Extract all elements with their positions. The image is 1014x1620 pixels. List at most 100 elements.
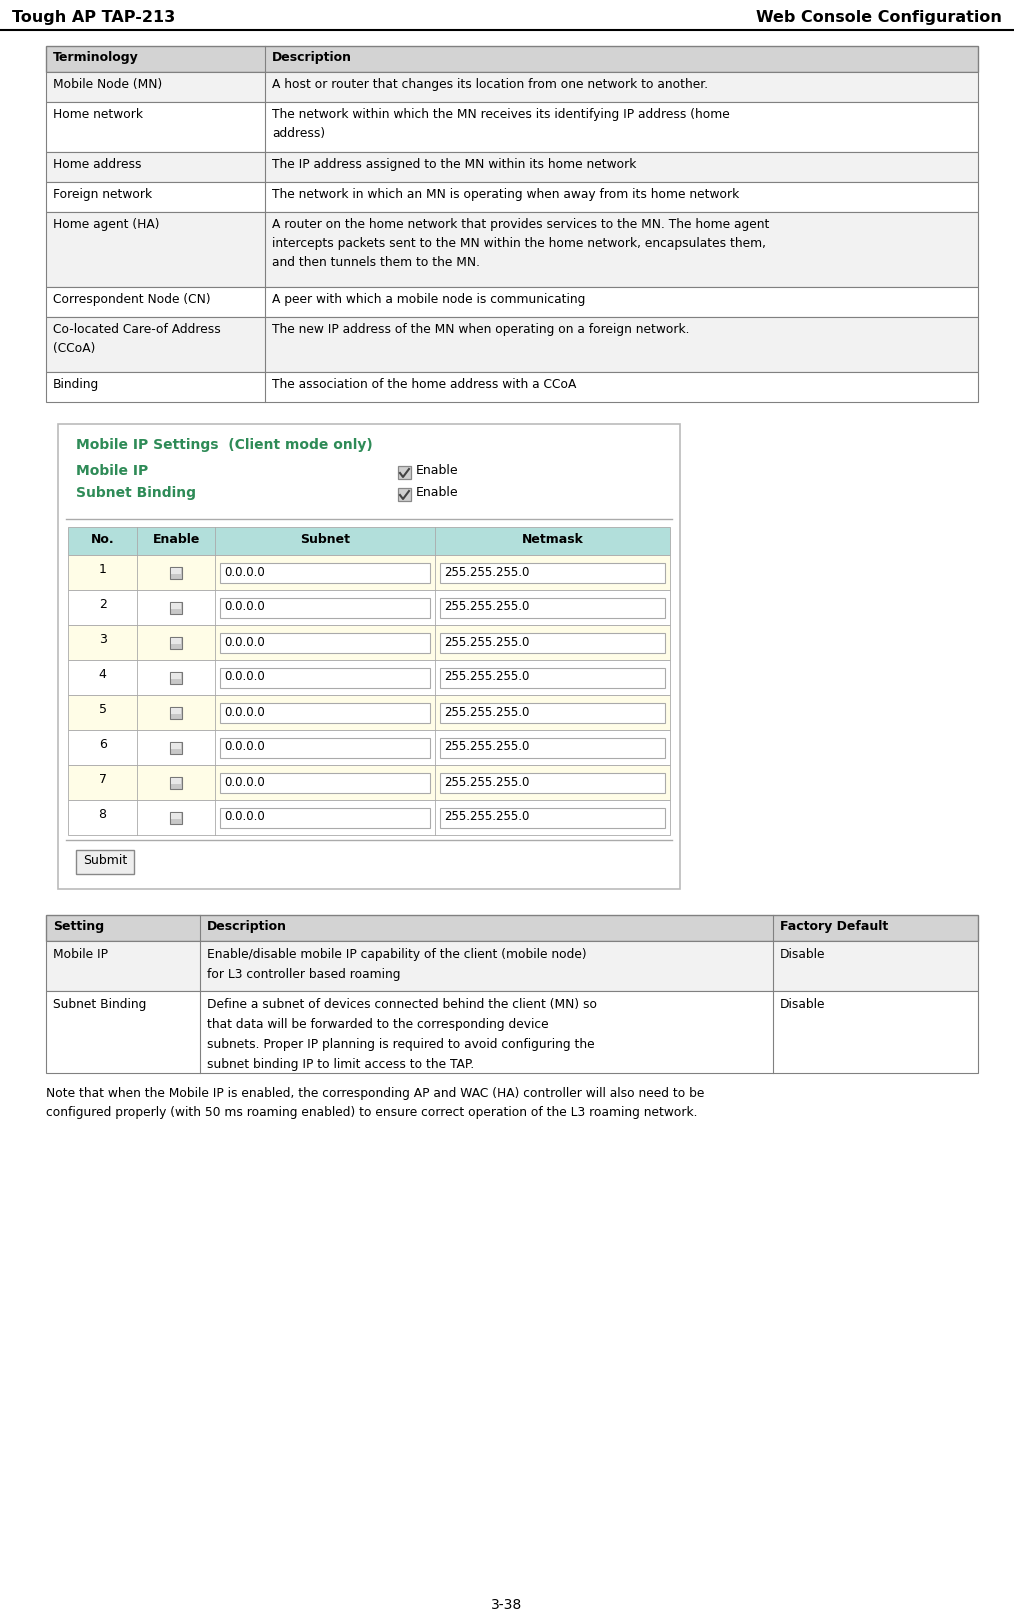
Text: Tough AP TAP-213: Tough AP TAP-213 [12,10,175,24]
Text: Factory Default: Factory Default [780,920,888,933]
Text: Home address: Home address [53,159,142,172]
Text: Description: Description [272,50,352,65]
Bar [220,737,430,758]
Text: 0.0.0.0: 0.0.0.0 [224,705,266,719]
Bar [220,562,430,583]
Bar [170,742,183,753]
Bar [399,467,411,480]
Text: 3-38: 3-38 [492,1597,522,1612]
Text: The association of the home address with a CCoA: The association of the home address with… [272,377,576,390]
Text: Setting: Setting [53,920,104,933]
Bar [171,672,182,679]
Text: 0.0.0.0: 0.0.0.0 [224,565,266,578]
Text: 7: 7 [98,773,106,786]
Bar [46,287,977,318]
Bar [220,703,430,723]
Bar [171,813,182,818]
Bar [220,807,430,828]
Text: Terminology: Terminology [53,50,139,65]
Text: Note that when the Mobile IP is enabled, the corresponding AP and WAC (HA) contr: Note that when the Mobile IP is enabled,… [46,1087,705,1119]
Bar [68,590,670,625]
Bar [170,672,183,684]
Text: Netmask: Netmask [521,533,583,546]
Bar [440,562,665,583]
Text: 255.255.255.0: 255.255.255.0 [444,565,529,578]
Bar [171,638,182,643]
Bar [46,318,977,373]
Bar [171,708,182,713]
Text: Mobile Node (MN): Mobile Node (MN) [53,78,162,91]
Text: The network within which the MN receives its identifying IP address (home
addres: The network within which the MN receives… [272,109,730,139]
Bar [440,773,665,792]
Text: Define a subnet of devices connected behind the client (MN) so
that data will be: Define a subnet of devices connected beh… [207,998,597,1071]
Text: Web Console Configuration: Web Console Configuration [756,10,1002,24]
Text: Foreign network: Foreign network [53,188,152,201]
Text: Home network: Home network [53,109,143,122]
Text: 255.255.255.0: 255.255.255.0 [444,705,529,719]
Bar [220,598,430,617]
Text: 255.255.255.0: 255.255.255.0 [444,776,529,789]
Text: 3: 3 [98,633,106,646]
Bar [68,625,670,659]
Text: 0.0.0.0: 0.0.0.0 [224,740,266,753]
Text: Home agent (HA): Home agent (HA) [53,219,159,232]
Bar [170,567,183,578]
Text: Enable: Enable [416,463,458,476]
Text: The network in which an MN is operating when away from its home network: The network in which an MN is operating … [272,188,739,201]
Bar [440,703,665,723]
Text: Subnet Binding: Subnet Binding [76,486,196,501]
Bar [171,603,182,609]
Bar [68,556,670,590]
Text: Co-located Care-of Address
(CCoA): Co-located Care-of Address (CCoA) [53,322,221,355]
Bar [440,807,665,828]
Bar [171,567,182,573]
Text: A host or router that changes its location from one network to another.: A host or router that changes its locati… [272,78,708,91]
Bar [46,915,977,941]
Text: No.: No. [91,533,115,546]
Bar [440,598,665,617]
Text: Description: Description [207,920,287,933]
Bar [399,488,411,501]
Text: 255.255.255.0: 255.255.255.0 [444,671,529,684]
Bar [68,731,670,765]
Bar [76,850,134,875]
Bar [46,71,977,102]
Bar [46,45,977,71]
Text: 255.255.255.0: 255.255.255.0 [444,740,529,753]
Text: 255.255.255.0: 255.255.255.0 [444,601,529,614]
Bar [68,765,670,800]
Text: Disable: Disable [780,948,825,961]
Text: Mobile IP: Mobile IP [76,463,148,478]
Text: Mobile IP: Mobile IP [53,948,108,961]
Text: 0.0.0.0: 0.0.0.0 [224,810,266,823]
Text: Enable: Enable [153,533,200,546]
Text: 255.255.255.0: 255.255.255.0 [444,810,529,823]
Bar [46,373,977,402]
Bar [68,800,670,834]
Text: Enable/disable mobile IP capability of the client (mobile node)
for L3 controlle: Enable/disable mobile IP capability of t… [207,948,586,982]
Text: Correspondent Node (CN): Correspondent Node (CN) [53,293,211,306]
Text: 4: 4 [98,667,106,680]
Bar [171,778,182,784]
Text: 1: 1 [98,564,106,577]
Text: 0.0.0.0: 0.0.0.0 [224,776,266,789]
Bar [68,526,670,556]
Text: The new IP address of the MN when operating on a foreign network.: The new IP address of the MN when operat… [272,322,690,335]
Bar [46,181,977,212]
Text: 5: 5 [98,703,106,716]
Text: Subnet: Subnet [300,533,351,546]
Bar [220,667,430,687]
Bar [68,659,670,695]
Text: 0.0.0.0: 0.0.0.0 [224,671,266,684]
Text: Subnet Binding: Subnet Binding [53,998,146,1011]
Text: 6: 6 [98,739,106,752]
Text: A router on the home network that provides services to the MN. The home agent
in: A router on the home network that provid… [272,219,770,269]
Bar [170,637,183,648]
Text: Disable: Disable [780,998,825,1011]
Text: 255.255.255.0: 255.255.255.0 [444,635,529,648]
Bar [440,737,665,758]
Bar [46,991,977,1072]
Text: Enable: Enable [416,486,458,499]
Text: 0.0.0.0: 0.0.0.0 [224,601,266,614]
Bar [171,742,182,748]
